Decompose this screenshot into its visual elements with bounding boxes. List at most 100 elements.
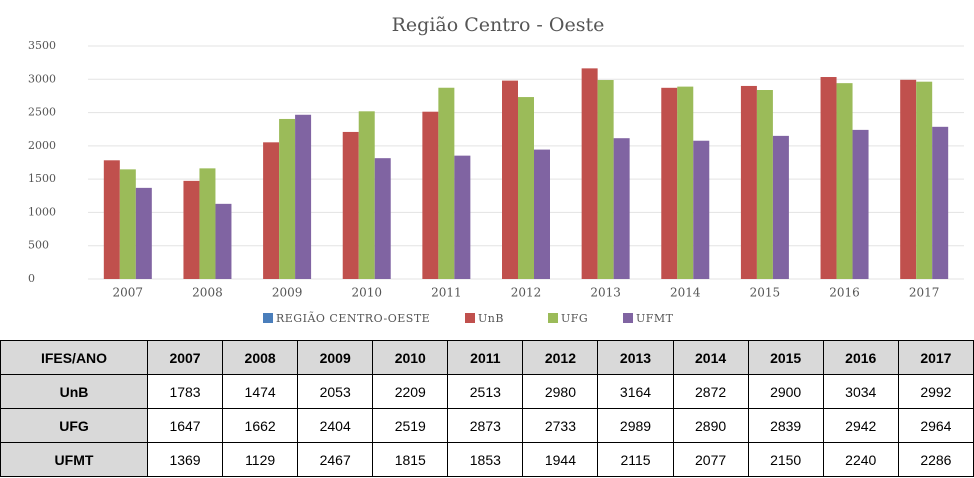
bar xyxy=(916,81,933,280)
table-cell: UnB xyxy=(0,374,148,409)
table-cell: 2989 xyxy=(597,408,674,443)
y-tick-label: 500 xyxy=(28,239,49,252)
table-cell: 2053 xyxy=(297,374,374,409)
y-tick-label: 2000 xyxy=(28,139,56,152)
bar xyxy=(358,111,375,279)
data-table: IFES/ANO 2007 2008 2009 2010 2011 2012 2013 2014… xyxy=(0,340,974,477)
table-cell: 2010 xyxy=(372,340,449,375)
table-cell: 2980 xyxy=(522,374,599,409)
table-cell: 2115 xyxy=(597,442,674,477)
legend-swatch xyxy=(465,313,475,323)
chart: Região Centro - Oeste 0 500 1000 1500 2000 25… xyxy=(28,14,964,325)
x-tick-label: 2016 xyxy=(829,286,860,300)
y-tick-label: 0 xyxy=(28,272,35,285)
table-cell: 2900 xyxy=(747,374,824,409)
bar xyxy=(836,83,853,280)
x-tick-label: 2012 xyxy=(511,286,542,300)
bar xyxy=(199,168,216,279)
table-cell: 1369 xyxy=(146,442,224,477)
bar xyxy=(454,155,471,279)
chart-title: Região Centro - Oeste xyxy=(392,14,605,36)
x-tick-label: 2014 xyxy=(670,286,701,300)
table-cell: 2467 xyxy=(297,442,374,477)
legend-label: UFG xyxy=(561,312,588,325)
bar xyxy=(534,149,550,279)
table-cell: 1474 xyxy=(222,374,299,409)
bar xyxy=(900,79,917,279)
table-cell: 2513 xyxy=(447,374,524,409)
table-cell: 3034 xyxy=(822,374,899,409)
table-cell: 2286 xyxy=(897,442,974,477)
bar xyxy=(740,85,757,279)
bar xyxy=(820,77,837,280)
bar xyxy=(342,131,359,279)
bar xyxy=(661,87,678,279)
table-cell: 2890 xyxy=(672,408,749,443)
x-tick-label: 2013 xyxy=(590,286,621,300)
bar xyxy=(852,129,869,279)
table-cell: 2992 xyxy=(897,374,974,409)
table-cell: 2009 xyxy=(297,340,374,375)
table-row: UFMT 1369 1129 2467 1815 1853 1944 2115 2077 2150… xyxy=(0,442,974,477)
bar xyxy=(103,160,120,279)
bar xyxy=(215,203,232,279)
table-cell: 1129 xyxy=(222,442,299,477)
table-cell: 2404 xyxy=(297,408,374,443)
bar xyxy=(581,68,598,279)
legend-swatch xyxy=(548,313,558,323)
table-cell: IFES/ANO xyxy=(0,340,148,375)
y-tick-label: 2500 xyxy=(28,106,56,119)
table-cell: 2872 xyxy=(672,374,749,409)
bar xyxy=(597,80,614,279)
table-cell: 3164 xyxy=(597,374,674,409)
legend-label: UnB xyxy=(478,312,504,325)
table-cell: 2011 xyxy=(447,340,524,375)
table-cell: 1783 xyxy=(146,374,224,409)
bar xyxy=(677,86,694,279)
legend-label: REGIÃO CENTRO-OESTE xyxy=(276,311,430,325)
table-cell: 2008 xyxy=(222,340,299,375)
table-cell: 2519 xyxy=(372,408,449,443)
legend-swatch xyxy=(623,313,633,323)
bar xyxy=(518,97,534,279)
table-cell: 2077 xyxy=(672,442,749,477)
bar xyxy=(183,180,200,279)
bar xyxy=(295,114,312,280)
bar xyxy=(613,138,630,279)
bar xyxy=(119,169,136,279)
table-cell: 2007 xyxy=(146,340,224,375)
table-cell: 1647 xyxy=(146,408,224,443)
table-cell: 2017 xyxy=(897,340,974,375)
table-cell: 1853 xyxy=(447,442,524,477)
bar xyxy=(932,126,949,279)
x-tick-label: 2010 xyxy=(351,286,382,300)
y-tick-label: 1000 xyxy=(28,205,56,218)
x-tick-label: 2011 xyxy=(431,286,462,300)
x-tick-label: 2008 xyxy=(192,286,223,300)
table-cell: 2209 xyxy=(372,374,449,409)
table-cell: 2240 xyxy=(822,442,899,477)
bar xyxy=(693,140,710,279)
table-cell: 2013 xyxy=(597,340,674,375)
y-tick-label: 1500 xyxy=(28,172,56,185)
bar xyxy=(263,142,280,279)
legend-label: UFMT xyxy=(636,312,674,325)
table-cell: 2839 xyxy=(747,408,824,443)
bar xyxy=(374,158,391,279)
bar xyxy=(422,111,439,280)
y-tick-label: 3000 xyxy=(28,72,56,85)
table-cell: 2942 xyxy=(822,408,899,443)
table-row: IFES/ANO 2007 2008 2009 2010 2011 2012 2013 2014… xyxy=(0,340,974,375)
table-cell: UFMT xyxy=(0,442,148,477)
legend-swatch xyxy=(263,313,273,323)
x-tick-label: 2009 xyxy=(272,286,303,300)
x-tick-label: 2017 xyxy=(909,286,940,300)
table-cell: 2015 xyxy=(747,340,824,375)
y-tick-label: 3500 xyxy=(28,39,56,52)
table-cell: 1662 xyxy=(222,408,299,443)
x-tick-label: 2015 xyxy=(750,286,781,300)
bar xyxy=(502,80,518,279)
table-cell: 2733 xyxy=(522,408,599,443)
x-tick-label: 2007 xyxy=(113,286,144,300)
